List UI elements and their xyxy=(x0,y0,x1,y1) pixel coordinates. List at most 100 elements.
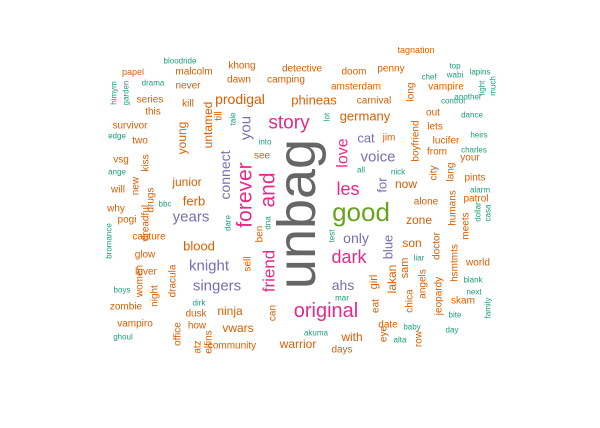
cloud-word: vampire xyxy=(428,82,464,93)
cloud-word: akuma xyxy=(304,329,329,338)
cloud-word: eat xyxy=(371,299,382,313)
cloud-word: much xyxy=(489,76,498,96)
cloud-word: can xyxy=(268,305,279,321)
cloud-word: tale xyxy=(229,112,238,125)
cloud-word: top xyxy=(449,62,461,71)
cloud-word: humans xyxy=(448,190,459,226)
cloud-word: jim xyxy=(382,133,396,144)
cloud-word: love xyxy=(335,138,352,167)
cloud-word: les xyxy=(336,179,359,199)
cloud-word: night xyxy=(150,285,161,307)
cloud-word: dark xyxy=(331,247,367,267)
cloud-word: dirk xyxy=(193,299,207,308)
cloud-word: only xyxy=(343,230,369,246)
cloud-word: casa xyxy=(484,204,493,221)
cloud-word: lang xyxy=(446,163,457,182)
cloud-word: dawn xyxy=(227,75,251,86)
cloud-word: lapins xyxy=(470,68,491,77)
cloud-word: khong xyxy=(228,61,255,72)
cloud-word: untamed xyxy=(201,102,215,149)
cloud-word: for xyxy=(375,177,390,193)
cloud-word: dreadful xyxy=(141,205,152,241)
cloud-word: vsg xyxy=(113,155,129,166)
cloud-word: malcolm xyxy=(175,67,212,78)
cloud-word: row xyxy=(414,330,425,347)
cloud-word: sam xyxy=(399,258,411,279)
cloud-word: office xyxy=(173,322,184,346)
cloud-word: glow xyxy=(135,250,156,261)
cloud-word: bbc xyxy=(159,200,172,209)
cloud-word: knight xyxy=(189,258,230,275)
cloud-word: why xyxy=(106,204,125,215)
cloud-word: boyfriend xyxy=(411,120,422,161)
cloud-word: ahs xyxy=(332,277,355,293)
cloud-word: another xyxy=(454,93,481,102)
cloud-word: days xyxy=(331,345,352,356)
cloud-word: next xyxy=(466,288,482,297)
cloud-word: you xyxy=(238,116,255,140)
cloud-word: pogi xyxy=(118,215,137,226)
cloud-word: out xyxy=(426,108,440,119)
cloud-word: series xyxy=(137,95,164,106)
cloud-word: kiss xyxy=(141,154,152,171)
cloud-word: day xyxy=(446,326,459,335)
cloud-word: how xyxy=(188,321,207,332)
cloud-word: connect xyxy=(217,150,233,199)
cloud-word: never xyxy=(175,81,201,92)
cloud-word: skam xyxy=(451,296,475,307)
cloud-word: hsmtmts xyxy=(450,244,461,282)
cloud-word: doom xyxy=(341,67,366,78)
cloud-word: blank xyxy=(463,276,483,285)
cloud-word: and xyxy=(257,172,280,207)
cloud-word: two xyxy=(132,136,148,147)
cloud-word: liar xyxy=(414,254,425,263)
cloud-word: alone xyxy=(414,197,439,208)
cloud-word: into xyxy=(259,138,272,147)
cloud-word: dollar xyxy=(474,202,483,222)
cloud-word: lucifer xyxy=(433,136,460,147)
cloud-word: sell xyxy=(243,256,254,271)
cloud-word: doctor xyxy=(432,231,443,259)
cloud-word: your xyxy=(460,153,480,164)
cloud-word: edge xyxy=(108,132,126,141)
cloud-word: nick xyxy=(391,168,406,177)
cloud-word: world xyxy=(465,258,490,269)
cloud-word: ben xyxy=(255,226,266,243)
cloud-word: bromance xyxy=(105,223,114,259)
cloud-word: dance xyxy=(461,111,483,120)
cloud-word: himym xyxy=(110,81,119,105)
cloud-word: bloodride xyxy=(164,57,197,66)
cloud-word: dracula xyxy=(168,264,179,297)
cloud-word: prodigal xyxy=(215,91,265,107)
cloud-word: lover xyxy=(135,267,157,278)
cloud-word: ninja xyxy=(217,304,243,318)
cloud-word: charles xyxy=(461,146,487,155)
cloud-word: blue xyxy=(381,235,396,260)
cloud-word: forever xyxy=(234,162,257,227)
cloud-word: girl xyxy=(368,275,380,290)
cloud-word: lot xyxy=(323,112,332,121)
cloud-word: friend xyxy=(260,250,279,293)
cloud-word: dare xyxy=(224,214,233,231)
cloud-word: vwars xyxy=(222,321,253,335)
cloud-word: germany xyxy=(340,109,391,124)
cloud-word: women xyxy=(135,265,146,298)
cloud-word: meets xyxy=(461,212,472,239)
cloud-word: lakan xyxy=(385,265,399,294)
cloud-word: date xyxy=(378,320,398,331)
cloud-word: warrior xyxy=(279,337,317,351)
cloud-word: cat xyxy=(357,131,375,146)
cloud-word: all xyxy=(357,166,365,175)
cloud-word: mar xyxy=(335,294,349,303)
cloud-word: alta xyxy=(394,336,407,345)
cloud-word: long xyxy=(406,83,417,102)
cloud-word: new xyxy=(131,176,142,195)
cloud-word: light xyxy=(478,80,487,95)
cloud-word: baby xyxy=(403,323,420,332)
cloud-word: voice xyxy=(360,149,395,166)
cloud-word: story xyxy=(268,113,310,134)
cloud-word: see xyxy=(254,151,271,162)
cloud-word: lets xyxy=(427,122,443,133)
cloud-word: original xyxy=(294,300,358,322)
